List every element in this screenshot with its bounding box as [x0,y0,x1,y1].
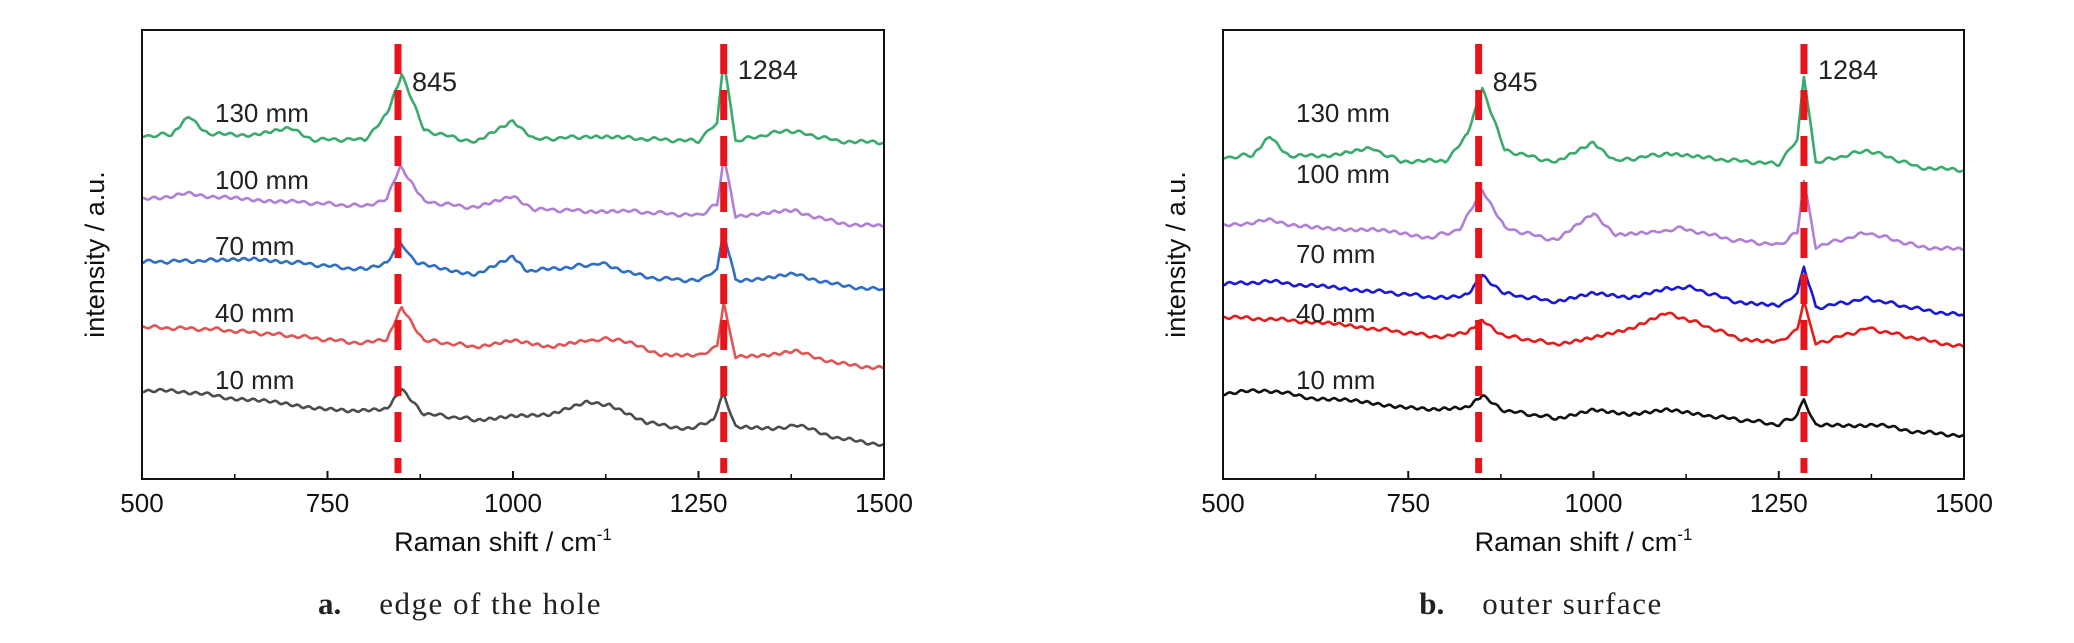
caption-text: outer surface [1482,586,1662,621]
marker-label: 845 [412,67,457,97]
series-line-130-mm [141,58,885,146]
series-line-10-mm [141,387,884,448]
x-axis-label-superscript: -1 [597,525,612,544]
series-line-70-mm [141,230,885,292]
series-line-130-mm [1222,75,1965,174]
x-tick-label: 1500 [1935,488,1993,518]
x-tick-label: 1250 [670,488,728,518]
chart-panel-outer-surface: 10 mm 40 mm 70 mm 100 mm 130 mm 845 1284 500 750… [1161,29,1993,621]
caption-text: edge of the hole [379,586,602,621]
series-label: 40 mm [215,298,294,328]
series-line-100-mm [1222,179,1965,252]
caption-letter: b. [1419,586,1444,621]
series-label: 130 mm [1296,98,1390,128]
series-label: 100 mm [1296,159,1390,189]
x-tick-label: 750 [1387,488,1430,518]
series-line-40-mm [141,301,885,371]
series-label: 10 mm [215,365,294,395]
series-line-100-mm [141,155,885,228]
series-label: 10 mm [1296,365,1375,395]
x-tick-label: 500 [120,488,163,518]
x-axis-label: Raman shift / cm-1 [394,525,612,557]
caption-letter: a. [318,586,341,621]
x-axis-label-text: Raman shift / cm [1475,527,1678,557]
marker-label: 1284 [738,55,798,85]
series-label: 70 mm [215,231,294,261]
marker-label: 845 [1493,67,1538,97]
series-line-70-mm [1222,265,1965,317]
y-axis-label: intensity / a.u. [80,171,110,338]
chart-panel-edge-of-hole: 10 mm 40 mm 70 mm 100 mm 130 mm 845 1284 500 750… [80,29,913,621]
x-axis-label: Raman shift / cm-1 [1475,525,1693,557]
x-tick-label: 1000 [1565,488,1623,518]
series-line-10-mm [1222,388,1965,438]
x-tick-label: 750 [306,488,349,518]
series-label: 40 mm [1296,298,1375,328]
x-tick-label: 1000 [484,488,542,518]
x-tick-label: 500 [1201,488,1244,518]
series-label: 70 mm [1296,239,1375,269]
y-axis-label: intensity / a.u. [1161,171,1191,338]
series-label: 130 mm [215,98,309,128]
x-tick-label: 1250 [1750,488,1808,518]
marker-label: 1284 [1818,55,1878,85]
x-axis-label-text: Raman shift / cm [394,527,597,557]
series-line-40-mm [1222,299,1965,349]
panel-caption: b. outer surface [1419,586,1662,621]
series-label: 100 mm [215,165,309,195]
x-axis-label-superscript: -1 [1677,525,1692,544]
x-tick-label: 1500 [855,488,913,518]
panel-caption: a. edge of the hole [318,586,602,621]
